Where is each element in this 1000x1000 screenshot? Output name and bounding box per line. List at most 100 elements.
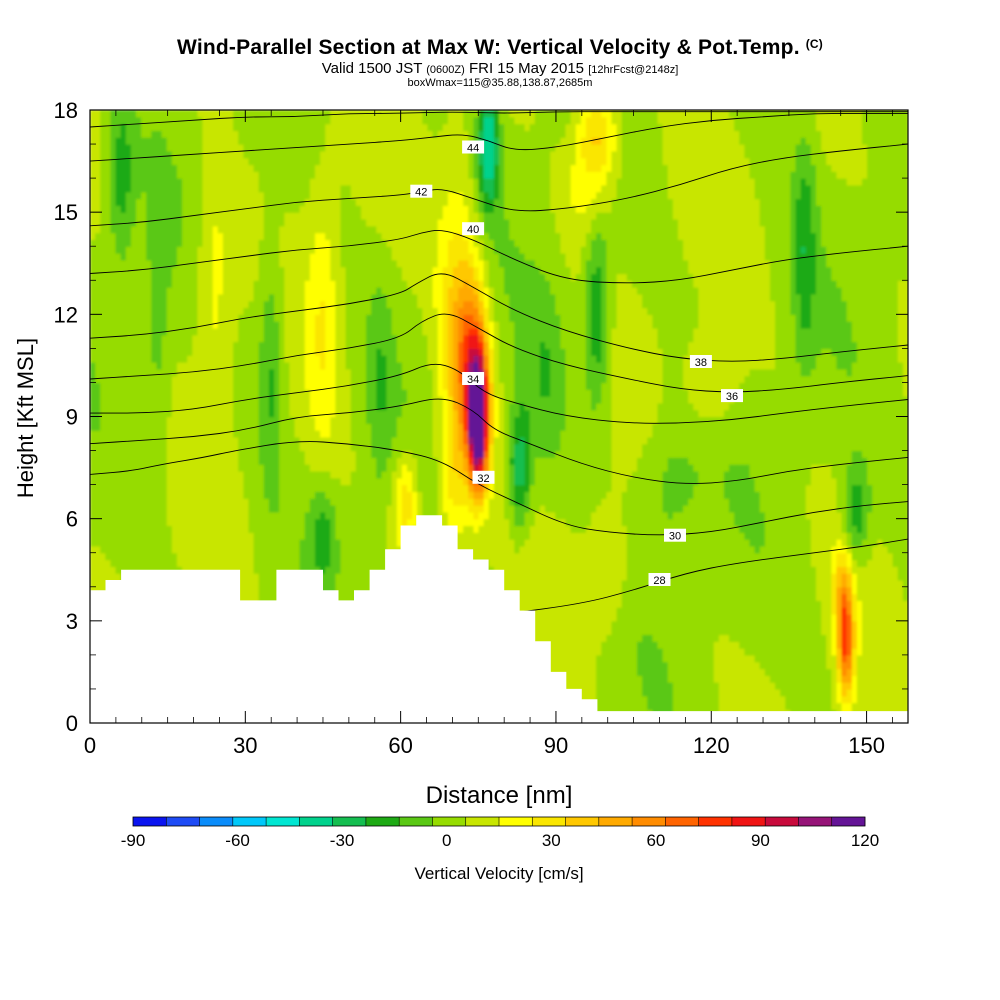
w-cell	[790, 566, 797, 574]
w-cell	[652, 675, 659, 683]
w-cell	[708, 552, 715, 561]
w-cell	[631, 654, 638, 663]
w-cell	[606, 593, 613, 601]
w-cell	[764, 525, 771, 533]
w-cell	[805, 593, 812, 601]
w-cell	[580, 634, 587, 642]
w-cell	[667, 627, 674, 636]
w-cell	[739, 600, 745, 608]
w-cell	[647, 552, 653, 561]
w-cell	[391, 511, 398, 520]
w-cell	[821, 614, 827, 622]
w-cell	[851, 593, 858, 601]
w-cell	[775, 668, 781, 676]
w-cell	[401, 518, 408, 527]
w-cell	[274, 552, 280, 561]
w-cell	[105, 511, 112, 520]
w-cell	[151, 552, 158, 561]
w-cell	[360, 566, 367, 574]
w-cell	[887, 654, 894, 663]
w-cell	[463, 532, 469, 540]
w-cell	[688, 695, 694, 704]
w-cell	[606, 600, 613, 608]
w-cell	[212, 525, 219, 533]
w-cell	[677, 518, 684, 527]
w-cell	[580, 593, 587, 601]
w-cell	[698, 620, 705, 629]
w-cell	[693, 627, 699, 636]
w-cell	[304, 511, 311, 520]
w-cell	[723, 688, 730, 697]
w-cell	[233, 539, 239, 547]
w-cell	[902, 559, 908, 567]
w-cell	[626, 566, 633, 574]
w-cell	[228, 539, 234, 547]
w-cell	[545, 518, 551, 527]
w-cell	[575, 668, 582, 676]
w-cell	[611, 593, 618, 601]
w-cell	[90, 566, 96, 574]
w-cell	[171, 545, 178, 554]
w-cell	[739, 525, 745, 533]
w-cell	[529, 511, 536, 520]
w-cell	[718, 593, 725, 601]
w-cell	[299, 545, 306, 554]
w-cell	[882, 682, 889, 690]
w-cell	[902, 668, 908, 676]
w-cell	[141, 559, 147, 567]
w-cell	[841, 682, 848, 690]
w-cell	[769, 634, 776, 642]
w-cell	[192, 511, 198, 520]
w-cell	[749, 620, 756, 629]
w-cell	[560, 593, 567, 601]
w-cell	[667, 593, 674, 601]
w-cell	[202, 505, 209, 513]
w-cell	[120, 525, 127, 533]
w-cell	[815, 559, 822, 567]
w-cell	[631, 627, 638, 636]
w-cell	[642, 682, 648, 690]
w-cell	[856, 573, 863, 581]
w-cell	[631, 702, 638, 710]
w-cell	[187, 532, 193, 540]
w-cell	[764, 579, 771, 588]
w-cell	[504, 579, 510, 588]
w-cell	[754, 511, 761, 520]
w-cell	[892, 573, 899, 581]
w-cell	[560, 545, 567, 554]
w-cell	[810, 654, 817, 663]
w-cell	[744, 552, 751, 561]
w-cell	[877, 620, 884, 629]
w-cell	[289, 518, 296, 527]
w-cell	[887, 579, 894, 588]
w-cell	[371, 559, 377, 567]
w-cell	[534, 552, 541, 561]
w-cell	[591, 641, 597, 649]
w-cell	[320, 525, 326, 533]
w-cell	[151, 539, 158, 547]
w-cell	[851, 552, 858, 561]
w-cell	[601, 641, 607, 649]
w-cell	[872, 525, 878, 533]
w-cell	[744, 559, 751, 567]
w-cell	[100, 579, 106, 588]
w-cell	[688, 702, 694, 710]
w-cell	[672, 511, 679, 520]
w-cell	[560, 607, 567, 615]
w-cell	[560, 627, 567, 636]
w-cell	[575, 586, 582, 595]
w-cell	[882, 573, 889, 581]
w-cell	[703, 518, 710, 527]
w-cell	[902, 593, 908, 601]
w-cell	[493, 518, 500, 527]
w-cell	[698, 661, 705, 670]
w-cell	[187, 511, 193, 520]
w-cell	[708, 641, 715, 649]
w-cell	[279, 525, 285, 533]
w-cell	[826, 559, 832, 567]
w-cell	[161, 525, 168, 533]
w-cell	[723, 559, 730, 567]
w-cell	[672, 634, 679, 642]
w-cell	[867, 634, 873, 642]
w-cell	[591, 593, 597, 601]
